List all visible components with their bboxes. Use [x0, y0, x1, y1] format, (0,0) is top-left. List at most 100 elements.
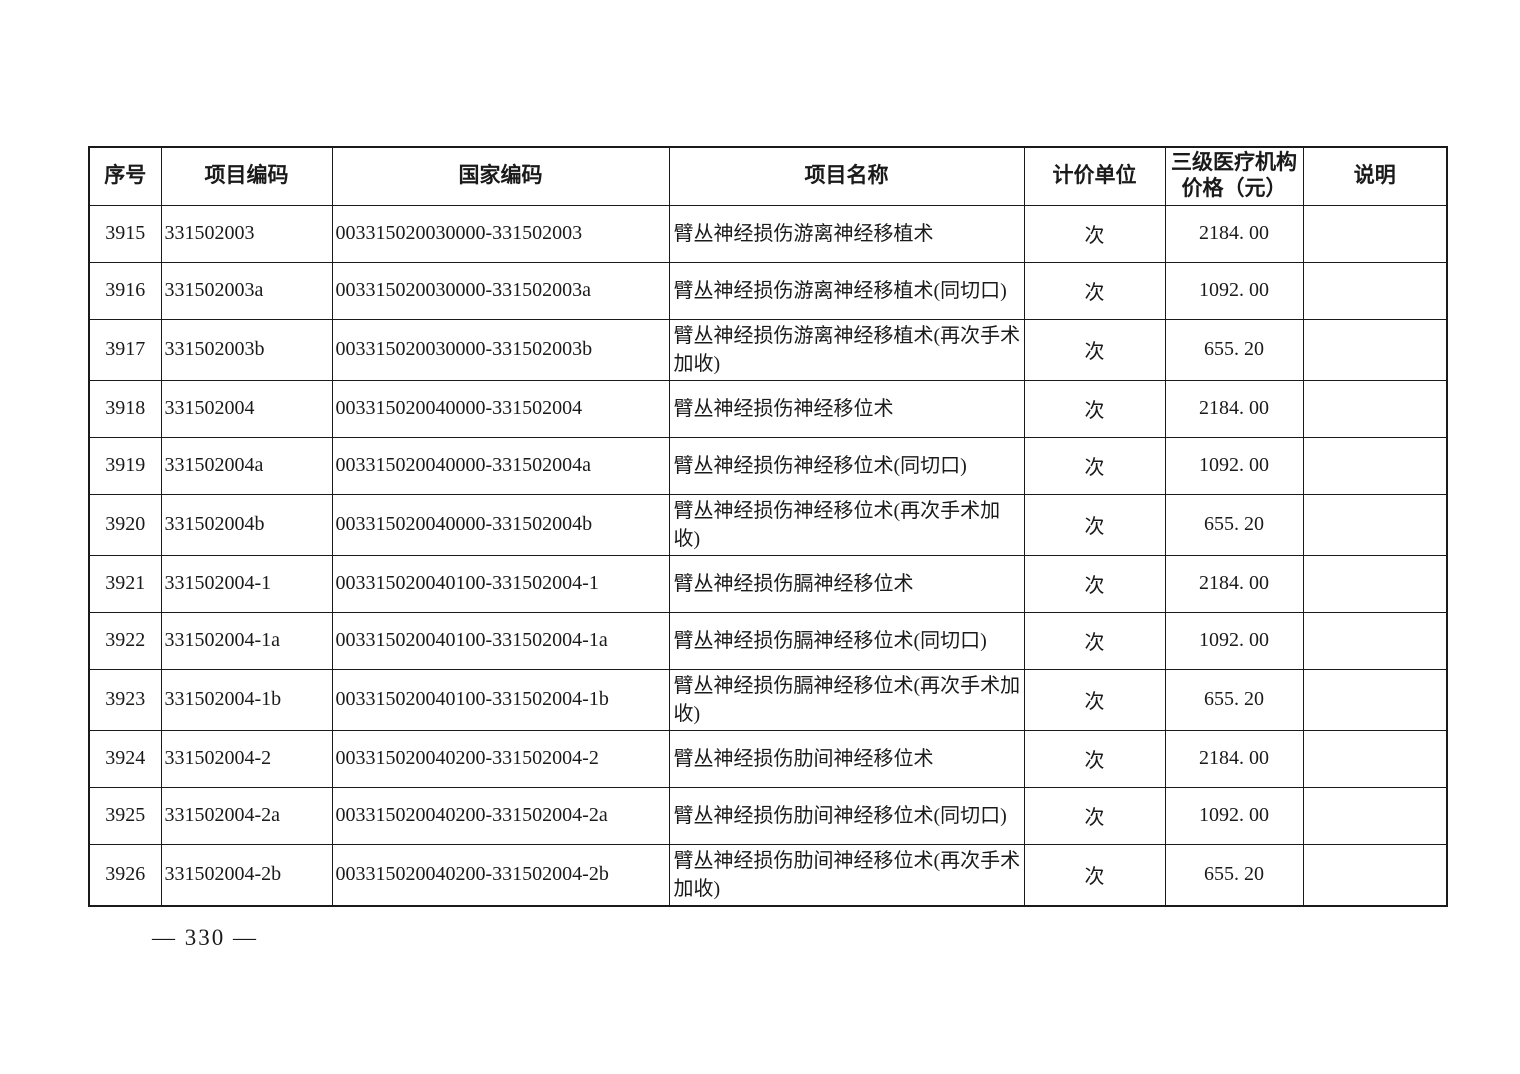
table-row: 3918 331502004 003315020040000-331502004…	[88, 379, 1448, 438]
cell-note	[1302, 786, 1448, 845]
cell-item-code: 331502004-1	[160, 554, 333, 613]
cell-unit: 次	[1023, 729, 1166, 788]
cell-seq: 3925	[88, 786, 162, 845]
table-row: 3916 331502003a 003315020030000-33150200…	[88, 261, 1448, 320]
table-row: 3917 331502003b 003315020030000-33150200…	[88, 318, 1448, 381]
cell-project-name: 臂丛神经损伤膈神经移位术	[668, 554, 1025, 613]
cell-unit: 次	[1023, 668, 1166, 731]
cell-unit: 次	[1023, 379, 1166, 438]
cell-price: 2184. 00	[1164, 204, 1304, 263]
cell-unit: 次	[1023, 611, 1166, 670]
cell-project-name: 臂丛神经损伤肋间神经移位术(同切口)	[668, 786, 1025, 845]
cell-unit: 次	[1023, 204, 1166, 263]
cell-national-code: 003315020040200-331502004-2a	[331, 786, 670, 845]
cell-seq: 3917	[88, 318, 162, 381]
cell-note	[1302, 554, 1448, 613]
cell-note	[1302, 729, 1448, 788]
cell-project-name: 臂丛神经损伤神经移位术(同切口)	[668, 436, 1025, 495]
cell-price: 2184. 00	[1164, 729, 1304, 788]
cell-project-name: 臂丛神经损伤肋间神经移位术	[668, 729, 1025, 788]
cell-price: 1092. 00	[1164, 436, 1304, 495]
cell-item-code: 331502004	[160, 379, 333, 438]
col-header-national-code: 国家编码	[331, 146, 670, 206]
cell-seq: 3916	[88, 261, 162, 320]
table-row: 3920 331502004b 003315020040000-33150200…	[88, 493, 1448, 556]
cell-unit: 次	[1023, 786, 1166, 845]
cell-item-code: 331502004-1a	[160, 611, 333, 670]
medical-price-table: 序号 项目编码 国家编码 项目名称 计价单位 三级医疗机构 价格（元） 说明 3…	[88, 146, 1448, 907]
cell-project-name: 臂丛神经损伤游离神经移植术(同切口)	[668, 261, 1025, 320]
cell-unit: 次	[1023, 436, 1166, 495]
cell-price: 1092. 00	[1164, 261, 1304, 320]
cell-price: 655. 20	[1164, 493, 1304, 556]
cell-seq: 3920	[88, 493, 162, 556]
cell-unit: 次	[1023, 554, 1166, 613]
cell-note	[1302, 379, 1448, 438]
table-row: 3919 331502004a 003315020040000-33150200…	[88, 436, 1448, 495]
cell-note	[1302, 611, 1448, 670]
table-row: 3915 331502003 003315020030000-331502003…	[88, 204, 1448, 263]
table-row: 3925 331502004-2a 003315020040200-331502…	[88, 786, 1448, 845]
cell-item-code: 331502004b	[160, 493, 333, 556]
cell-national-code: 003315020030000-331502003b	[331, 318, 670, 381]
cell-item-code: 331502003	[160, 204, 333, 263]
cell-seq: 3926	[88, 843, 162, 906]
cell-note	[1302, 668, 1448, 731]
cell-unit: 次	[1023, 261, 1166, 320]
cell-note	[1302, 493, 1448, 556]
cell-price: 1092. 00	[1164, 611, 1304, 670]
table-row: 3921 331502004-1 003315020040100-3315020…	[88, 554, 1448, 613]
cell-national-code: 003315020040000-331502004b	[331, 493, 670, 556]
col-header-price: 三级医疗机构 价格（元）	[1164, 146, 1304, 206]
cell-note	[1302, 843, 1448, 906]
cell-national-code: 003315020040100-331502004-1b	[331, 668, 670, 731]
table-row: 3924 331502004-2 003315020040200-3315020…	[88, 729, 1448, 788]
cell-project-name: 臂丛神经损伤游离神经移植术	[668, 204, 1025, 263]
col-header-unit: 计价单位	[1023, 146, 1166, 206]
cell-price: 655. 20	[1164, 843, 1304, 906]
cell-unit: 次	[1023, 843, 1166, 906]
cell-note	[1302, 318, 1448, 381]
cell-project-name: 臂丛神经损伤游离神经移植术(再次手术加收)	[668, 318, 1025, 381]
cell-price: 2184. 00	[1164, 554, 1304, 613]
col-header-seq: 序号	[88, 146, 162, 206]
cell-item-code: 331502003a	[160, 261, 333, 320]
cell-unit: 次	[1023, 493, 1166, 556]
cell-note	[1302, 261, 1448, 320]
cell-project-name: 臂丛神经损伤神经移位术	[668, 379, 1025, 438]
cell-national-code: 003315020040100-331502004-1a	[331, 611, 670, 670]
cell-seq: 3915	[88, 204, 162, 263]
cell-price: 1092. 00	[1164, 786, 1304, 845]
cell-national-code: 003315020040200-331502004-2	[331, 729, 670, 788]
cell-seq: 3924	[88, 729, 162, 788]
cell-note	[1302, 204, 1448, 263]
table-header-row: 序号 项目编码 国家编码 项目名称 计价单位 三级医疗机构 价格（元） 说明	[88, 146, 1448, 206]
cell-note	[1302, 436, 1448, 495]
cell-national-code: 003315020030000-331502003a	[331, 261, 670, 320]
col-header-project-name: 项目名称	[668, 146, 1025, 206]
cell-price: 2184. 00	[1164, 379, 1304, 438]
cell-national-code: 003315020040200-331502004-2b	[331, 843, 670, 906]
cell-national-code: 003315020040100-331502004-1	[331, 554, 670, 613]
table-row: 3926 331502004-2b 003315020040200-331502…	[88, 843, 1448, 906]
cell-item-code: 331502004-2	[160, 729, 333, 788]
col-header-note: 说明	[1302, 146, 1448, 206]
cell-seq: 3922	[88, 611, 162, 670]
cell-unit: 次	[1023, 318, 1166, 381]
cell-seq: 3918	[88, 379, 162, 438]
cell-seq: 3923	[88, 668, 162, 731]
cell-item-code: 331502003b	[160, 318, 333, 381]
cell-item-code: 331502004-2b	[160, 843, 333, 906]
cell-national-code: 003315020030000-331502003	[331, 204, 670, 263]
col-header-item-code: 项目编码	[160, 146, 333, 206]
cell-item-code: 331502004-2a	[160, 786, 333, 845]
page-number: — 330 —	[152, 925, 258, 950]
table-row: 3922 331502004-1a 003315020040100-331502…	[88, 611, 1448, 670]
cell-item-code: 331502004a	[160, 436, 333, 495]
cell-project-name: 臂丛神经损伤肋间神经移位术(再次手术加收)	[668, 843, 1025, 906]
cell-price: 655. 20	[1164, 318, 1304, 381]
cell-item-code: 331502004-1b	[160, 668, 333, 731]
cell-national-code: 003315020040000-331502004a	[331, 436, 670, 495]
table-row: 3923 331502004-1b 003315020040100-331502…	[88, 668, 1448, 731]
